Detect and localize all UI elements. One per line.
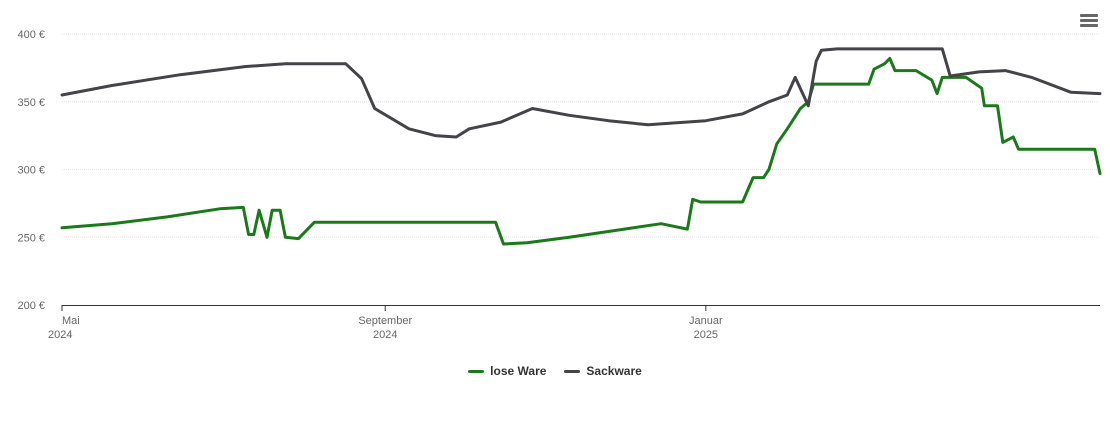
legend-label-sackware: Sackware [586, 364, 642, 378]
y-tick-label: 250 € [17, 232, 45, 244]
x-tick-label-month: Januar [689, 315, 723, 327]
series-line-sackware [60, 47, 1102, 139]
x-tick-label-year: 2024 [48, 329, 72, 341]
x-tick-label-month: Mai [62, 315, 80, 327]
legend-item-sackware[interactable]: Sackware [564, 364, 642, 378]
x-tick-label-year: 2025 [694, 329, 718, 341]
x-tick-label-month: September [358, 315, 412, 327]
grid-lines [62, 33, 1100, 238]
y-tick-label: 350 € [17, 97, 45, 109]
legend-swatch-sackware [564, 369, 581, 373]
hamburger-menu-icon[interactable] [1078, 12, 1100, 32]
y-axis: 200 € 250 € 300 € 350 € 400 € [17, 29, 45, 312]
y-tick-label: 300 € [17, 165, 45, 177]
legend-label-lose-ware: lose Ware [490, 364, 547, 378]
series-line-lose-ware [60, 56, 1102, 246]
legend: lose Ware Sackware [0, 364, 1110, 378]
series-lines [60, 47, 1102, 246]
legend-swatch-lose-ware [468, 369, 485, 373]
y-tick-label: 200 € [17, 300, 45, 312]
legend-item-lose-ware[interactable]: lose Ware [468, 364, 546, 378]
y-tick-label: 400 € [17, 29, 45, 41]
x-axis: Mai 2024 September 2024 Januar 2025 [48, 305, 1100, 341]
x-tick-label-year: 2024 [373, 329, 397, 341]
